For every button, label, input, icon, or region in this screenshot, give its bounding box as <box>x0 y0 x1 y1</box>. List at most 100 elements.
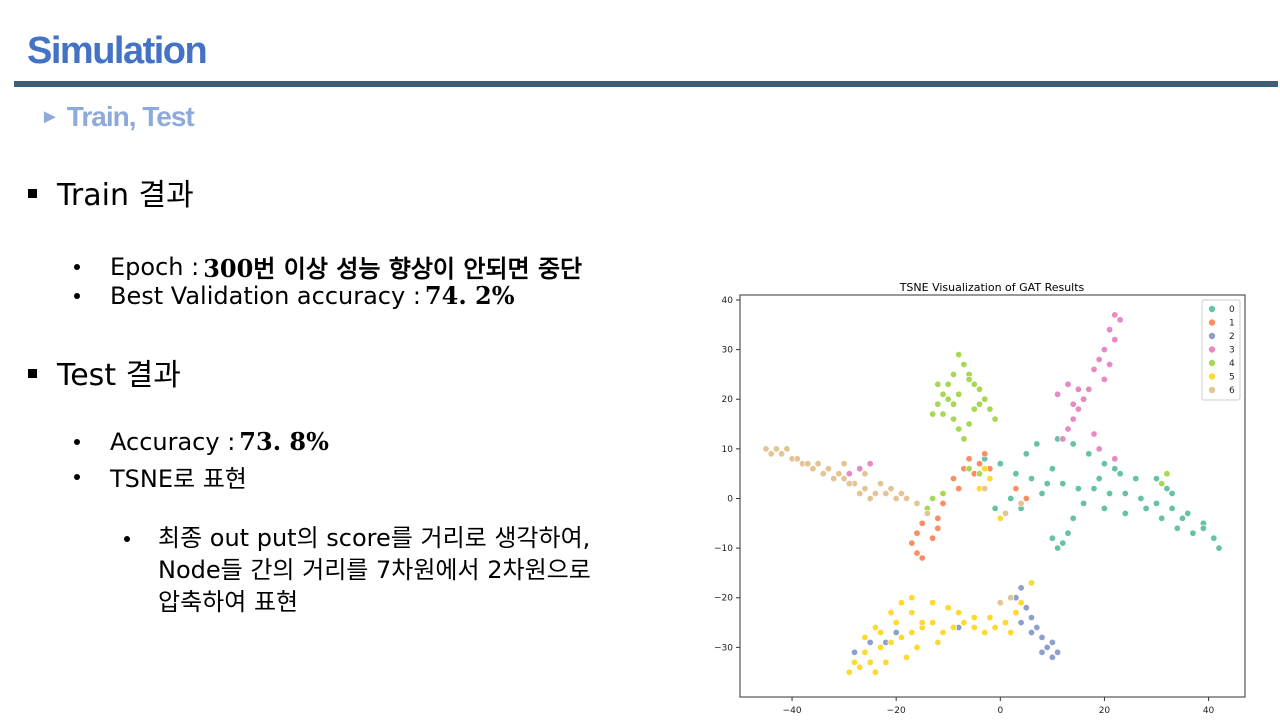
legend-marker <box>1208 373 1216 380</box>
data-point <box>1064 380 1072 388</box>
data-point <box>1163 470 1171 478</box>
series-3 <box>845 311 1124 478</box>
data-point <box>991 504 999 512</box>
accuracy-value: 73. 8% <box>239 427 329 456</box>
slide-subtitle: ► Train, Test <box>40 101 195 133</box>
data-point <box>939 390 947 398</box>
data-point <box>845 470 853 478</box>
test-results-heading: Test 결과 <box>28 350 181 394</box>
series-4 <box>923 351 1171 512</box>
legend-label: 4 <box>1229 359 1235 369</box>
round-bullet-icon <box>74 292 80 299</box>
data-point <box>949 475 957 483</box>
data-point <box>1059 539 1067 547</box>
data-point <box>851 648 859 656</box>
data-point <box>929 619 937 627</box>
data-point <box>908 594 916 602</box>
legend-marker <box>1208 386 1216 394</box>
data-point <box>866 658 874 666</box>
data-point <box>1033 440 1041 448</box>
data-point <box>1074 385 1082 393</box>
series-2 <box>851 584 1062 661</box>
data-point <box>918 554 926 562</box>
data-point <box>1111 465 1119 473</box>
data-point <box>892 619 900 627</box>
x-tick-label: −20 <box>887 706 906 716</box>
data-point <box>877 643 885 651</box>
data-point <box>965 455 973 463</box>
data-point <box>1027 475 1035 483</box>
data-point <box>981 485 989 493</box>
data-point <box>1054 390 1062 398</box>
x-axis: −40 −20 0 20 40 <box>783 697 1215 716</box>
legend-label: 5 <box>1229 373 1235 383</box>
data-point <box>908 539 916 547</box>
square-bullet-icon <box>28 188 37 198</box>
data-point <box>955 425 963 433</box>
data-point <box>996 514 1004 522</box>
y-tick-label: 0 <box>727 494 733 504</box>
data-point <box>908 628 916 636</box>
data-point <box>903 653 911 661</box>
accuracy-label: Accuracy : <box>110 427 236 456</box>
data-point <box>1043 643 1051 651</box>
data-point <box>949 400 957 408</box>
data-point <box>887 638 895 646</box>
data-point <box>1012 485 1020 493</box>
data-point <box>1074 485 1082 493</box>
x-tick-label: 40 <box>1203 706 1215 716</box>
chart-legend: 0 1 2 3 4 5 6 <box>1201 299 1241 401</box>
series-6 <box>762 445 1025 607</box>
data-point <box>981 450 989 458</box>
data-point <box>861 485 869 493</box>
data-point <box>1080 499 1088 507</box>
data-point <box>1007 594 1015 602</box>
data-point <box>929 495 937 503</box>
data-point <box>1090 365 1098 373</box>
plot-frame <box>739 294 1246 698</box>
data-point <box>1095 475 1103 483</box>
data-point <box>929 410 937 418</box>
data-point <box>1106 361 1114 369</box>
data-point <box>793 455 801 463</box>
data-point <box>975 385 983 393</box>
data-point <box>1069 415 1077 423</box>
best-validation-label: Best Validation accuracy : <box>110 281 421 310</box>
data-point <box>1017 619 1025 627</box>
data-point <box>835 470 843 478</box>
legend-label: 1 <box>1229 319 1235 329</box>
data-point <box>1017 599 1025 607</box>
series-5 <box>845 465 1035 676</box>
data-point <box>1111 336 1119 344</box>
data-point <box>866 638 874 646</box>
data-point <box>897 633 905 641</box>
data-point <box>918 619 926 627</box>
data-point <box>778 450 786 458</box>
data-point <box>955 390 963 398</box>
tsne-scatter-chart: TSNE Visualization of GAT Results −40 −20… <box>714 281 1246 716</box>
data-point <box>1152 475 1160 483</box>
data-point <box>996 599 1004 607</box>
data-point <box>1095 356 1103 364</box>
data-point <box>1152 499 1160 507</box>
data-point <box>934 514 942 522</box>
accuracy-bullet: Accuracy :73. 8% <box>74 427 329 456</box>
data-point <box>1085 385 1093 393</box>
legend-label: 3 <box>1229 346 1235 356</box>
tsne-explanation: 최종 out put의 score를 거리로 생각하여, Node들 간의 거리… <box>124 522 591 618</box>
data-point <box>877 628 885 636</box>
data-point <box>1012 609 1020 617</box>
data-point <box>882 658 890 666</box>
round-bullet-icon <box>74 438 80 445</box>
data-point <box>965 465 973 473</box>
data-point <box>1173 524 1181 532</box>
data-point <box>923 509 931 517</box>
chart-title: TSNE Visualization of GAT Results <box>899 281 1085 294</box>
data-point <box>1064 529 1072 537</box>
data-point <box>934 524 942 532</box>
data-point <box>1199 524 1207 532</box>
data-point <box>1038 490 1046 498</box>
data-point <box>970 623 978 631</box>
data-point <box>1121 509 1129 517</box>
data-point <box>1121 490 1129 498</box>
